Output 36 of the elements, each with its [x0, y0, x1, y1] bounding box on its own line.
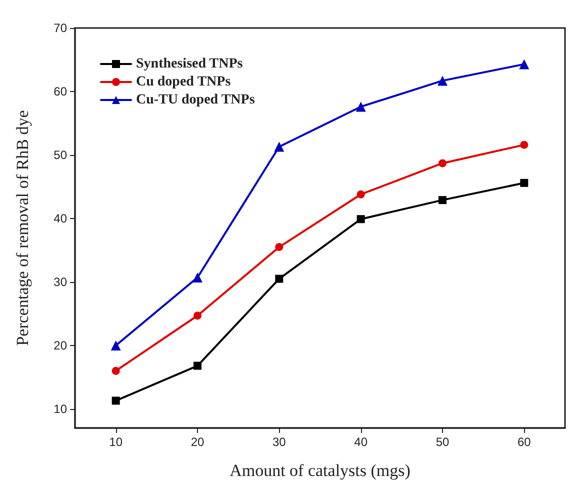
point: [275, 243, 284, 252]
point: [519, 59, 530, 70]
legend-label: Synthesised TNPs: [136, 56, 244, 72]
x-tick-label: 50: [436, 435, 450, 449]
y-tick-label: 30: [54, 274, 68, 289]
legend-label: Cu doped TNPs: [136, 74, 232, 90]
x-tick-label: 30: [272, 435, 286, 449]
point: [438, 159, 446, 168]
x-tick-label: 60: [517, 435, 532, 449]
x-axis-title: Amount of catalysts (mgs): [230, 461, 410, 480]
y-axis-title: Percentage of removal of RhB dye: [13, 110, 32, 346]
point: [356, 215, 365, 224]
point: [356, 190, 365, 198]
y-tick-label: 60: [54, 84, 68, 98]
y-tick-label: 40: [54, 211, 68, 226]
y-tick-label: 20: [54, 338, 68, 352]
point: [438, 76, 448, 86]
y-tick-label: 70: [54, 21, 68, 35]
point: [520, 140, 528, 149]
x-tick-label: 20: [190, 435, 204, 449]
point: [274, 142, 284, 152]
x-tick-label: 10: [109, 435, 123, 449]
point: [194, 312, 202, 320]
point: [112, 366, 120, 375]
point: [194, 362, 202, 370]
point: [110, 340, 121, 350]
y-tick-label: 10: [54, 402, 68, 416]
point: [356, 102, 366, 112]
point: [275, 274, 284, 283]
point: [438, 196, 446, 204]
legend-label: Cu-TU doped TNPs: [136, 92, 256, 108]
y-tick-label: 50: [54, 148, 68, 162]
point: [192, 272, 202, 283]
point: [112, 396, 120, 405]
point: [520, 178, 528, 187]
x-tick-label: 40: [354, 435, 368, 449]
